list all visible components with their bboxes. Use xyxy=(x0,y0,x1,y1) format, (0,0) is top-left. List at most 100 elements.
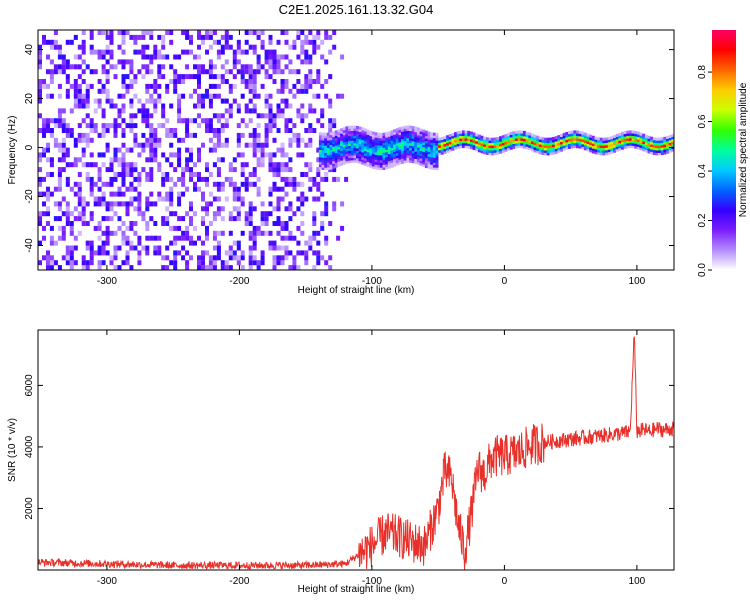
heatmap-cell xyxy=(363,130,367,134)
heatmap-cell xyxy=(552,144,556,148)
heatmap-cell xyxy=(565,141,569,145)
heatmap-cell xyxy=(42,152,46,158)
heatmap-cell xyxy=(424,130,428,134)
heatmap-cell xyxy=(409,155,412,158)
heatmap-cell xyxy=(81,59,86,65)
heatmap-cell xyxy=(185,74,190,80)
heatmap-cell xyxy=(647,148,651,152)
heatmap-cell xyxy=(224,265,229,271)
heatmap-cell xyxy=(248,69,253,75)
heatmap-cell xyxy=(594,141,598,145)
heatmap-x-tick-label: -100 xyxy=(362,276,382,287)
heatmap-cell xyxy=(101,240,106,246)
heatmap-cell xyxy=(304,34,309,40)
heatmap-cell xyxy=(129,64,134,70)
heatmap-cell xyxy=(145,64,150,70)
heatmap-cell xyxy=(189,216,193,222)
heatmap-cell xyxy=(169,39,174,45)
heatmap-cell xyxy=(512,133,516,137)
heatmap-cell xyxy=(422,139,426,143)
heatmap-cell xyxy=(185,260,190,266)
heatmap-cell xyxy=(236,44,241,50)
heatmap-cell xyxy=(216,181,221,187)
heatmap-cell xyxy=(208,83,213,89)
heatmap-cell xyxy=(501,137,505,141)
heatmap-cell xyxy=(398,132,402,136)
heatmap-cell xyxy=(276,245,281,251)
heatmap-cell xyxy=(337,139,341,143)
heatmap-cell xyxy=(636,134,640,138)
heatmap-cell xyxy=(53,69,58,75)
heatmap-cell xyxy=(340,130,344,134)
heatmap-cell xyxy=(280,30,285,35)
heatmap-cell xyxy=(145,157,150,163)
heatmap-cell xyxy=(216,49,221,55)
heatmap-cell xyxy=(570,133,574,137)
heatmap-cell xyxy=(533,149,537,153)
heatmap-cell xyxy=(57,201,62,207)
heatmap-cell xyxy=(618,132,622,136)
heatmap-x-ticks: -300 -200 -100 0 100 xyxy=(97,30,646,287)
heatmap-cell xyxy=(403,135,407,139)
heatmap-cell xyxy=(647,143,651,147)
heatmap-cell xyxy=(61,118,66,124)
heatmap-cell xyxy=(248,216,253,222)
heatmap-cell xyxy=(65,59,70,65)
heatmap-cell xyxy=(137,240,142,246)
heatmap-cell xyxy=(216,230,221,236)
heatmap-cell xyxy=(113,176,118,182)
heatmap-cell xyxy=(644,149,648,153)
heatmap-cell xyxy=(77,201,82,207)
heatmap-cell xyxy=(356,140,359,144)
heatmap-cell xyxy=(280,162,285,168)
heatmap-cell xyxy=(252,88,257,94)
heatmap-cell xyxy=(105,206,110,212)
heatmap-cell xyxy=(189,255,193,261)
heatmap-cell xyxy=(89,191,94,197)
heatmap-cell xyxy=(356,148,359,151)
heatmap-cell xyxy=(101,191,106,197)
heatmap-cell xyxy=(312,221,317,226)
heatmap-cell xyxy=(345,143,349,147)
heatmap-cell xyxy=(208,191,213,197)
heatmap-cell xyxy=(337,161,341,165)
heatmap-cell xyxy=(169,225,174,231)
heatmap-cell xyxy=(435,140,439,144)
heatmap-cell xyxy=(594,139,598,143)
heatmap-cell xyxy=(133,245,138,251)
heatmap-cell xyxy=(145,69,150,75)
heatmap-cell xyxy=(369,160,373,163)
heatmap-cell xyxy=(350,130,354,134)
heatmap-cell xyxy=(312,34,317,40)
heatmap-cell xyxy=(161,172,166,177)
heatmap-cell xyxy=(300,83,305,89)
heatmap-cell xyxy=(432,159,436,163)
heatmap-cell xyxy=(350,159,354,163)
heatmap-cell xyxy=(591,145,595,149)
heatmap-cell xyxy=(623,136,627,139)
heatmap-cell xyxy=(409,145,412,149)
heatmap-cell xyxy=(623,133,627,137)
heatmap-cell xyxy=(220,206,225,212)
heatmap-cell xyxy=(69,221,74,226)
heatmap-cell xyxy=(101,64,106,70)
heatmap-cell xyxy=(268,211,273,217)
heatmap-cell xyxy=(607,144,611,148)
heatmap-cell xyxy=(573,145,577,149)
heatmap-cell xyxy=(288,142,293,148)
heatmap-cell xyxy=(276,69,281,75)
heatmap-cell xyxy=(629,132,632,136)
heatmap-cell xyxy=(205,211,209,217)
heatmap-cell xyxy=(296,108,301,114)
heatmap-cell xyxy=(382,144,386,148)
heatmap-cell xyxy=(379,135,383,139)
heatmap-cell xyxy=(149,59,154,65)
heatmap-cell xyxy=(430,151,434,155)
heatmap-cell xyxy=(288,69,293,75)
heatmap-cell xyxy=(93,128,98,133)
heatmap-cell xyxy=(562,132,566,136)
heatmap-cell xyxy=(312,265,317,271)
heatmap-cell xyxy=(157,74,162,80)
heatmap-cell xyxy=(133,196,138,202)
heatmap-cell xyxy=(358,138,362,142)
